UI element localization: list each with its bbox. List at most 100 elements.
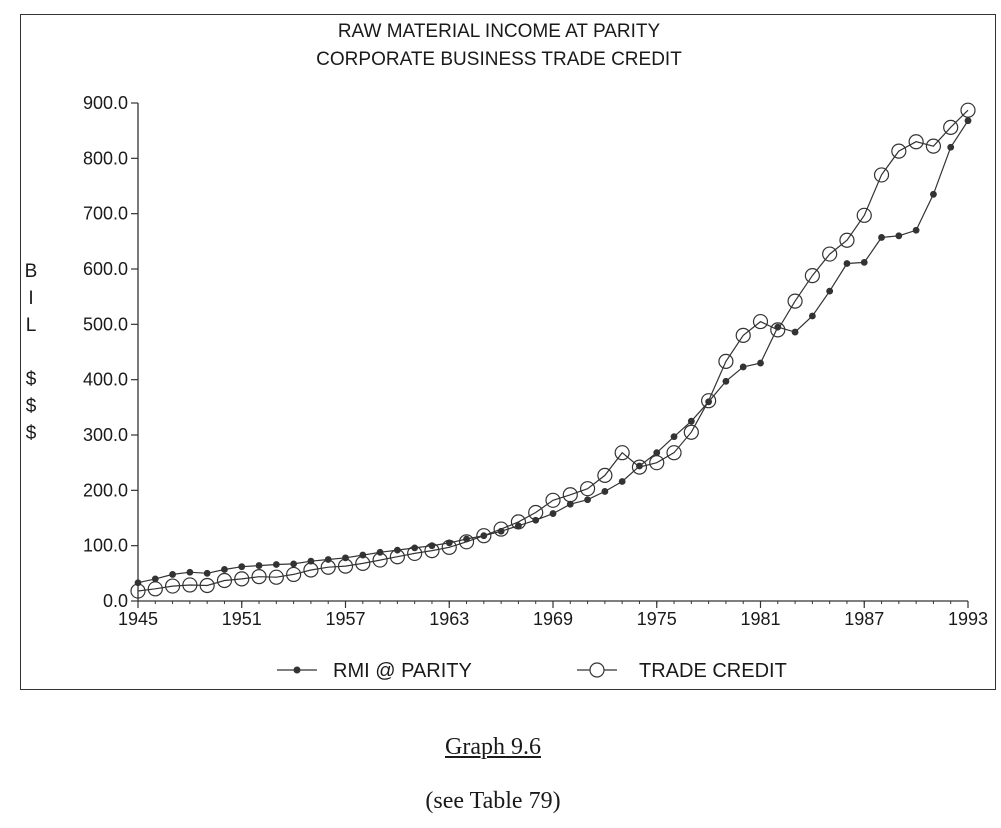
rmi-point [515, 522, 522, 530]
rmi-point [912, 226, 920, 234]
rmi-point [878, 234, 885, 241]
rmi-point [964, 117, 972, 125]
x-tick-label: 1963 [429, 609, 469, 629]
trade-credit-point [649, 455, 665, 471]
trade-credit-point [182, 577, 198, 593]
trade-credit-point [268, 569, 284, 585]
rmi-point [670, 433, 678, 441]
trade-credit-point [822, 246, 838, 262]
trade-credit-point [164, 578, 181, 594]
rmi-point [169, 571, 176, 578]
rmi-point [584, 496, 591, 504]
rmi-point [532, 516, 540, 524]
trade-credit-point [718, 353, 734, 370]
trade-credit-point [355, 555, 371, 571]
rmi-point [947, 143, 955, 151]
rmi-point [272, 561, 280, 568]
x-axis-ticks: 1945 1951 1957 1963 1969 1975 1981 1987 1993 [118, 601, 988, 629]
y-label-letter: $ [26, 423, 37, 444]
trade-credit-point [770, 322, 786, 338]
y-tick-label: 100.0 [83, 536, 128, 556]
trade-credit-point [147, 581, 163, 597]
rmi-point [342, 554, 349, 562]
legend-marker-rmi [293, 666, 301, 674]
rmi-point [860, 258, 868, 266]
x-tick-label: 1969 [533, 609, 573, 629]
trade-credit-point [130, 583, 146, 599]
rmi-point [549, 510, 557, 517]
trade-credit-point [528, 504, 544, 521]
legend-label-rmi: RMI @ PARITY [333, 660, 472, 682]
chart-title: RAW MATERIAL INCOME AT PARITY [338, 21, 661, 42]
rmi-point [808, 312, 816, 320]
legend: RMI @ PARITY TRADE CREDIT [277, 660, 787, 682]
rmi-point [221, 566, 228, 573]
rmi-point [826, 287, 834, 295]
trade-credit-point [424, 543, 440, 559]
trade-credit-point [493, 521, 509, 537]
chart-svg: RAW MATERIAL INCOME AT PARITY CORPORATE … [25, 21, 988, 682]
trade-credit-point [372, 552, 388, 568]
rmi-point [203, 569, 211, 577]
rmi-point [601, 488, 609, 495]
trade-credit-point [562, 487, 578, 503]
rmi-point [238, 563, 246, 571]
rmi-point [445, 539, 453, 547]
y-tick-label: 800.0 [83, 148, 128, 168]
trade-credit-point [286, 566, 302, 583]
trade-credit-point [873, 167, 890, 183]
rmi-point [376, 548, 384, 556]
trade-credit-point [891, 143, 907, 159]
trade-credit-point [908, 134, 924, 150]
x-tick-label: 1987 [844, 609, 884, 629]
trade-credit-point [337, 558, 354, 574]
trade-credit-point [407, 545, 423, 562]
figure-caption: Graph 9.6 [445, 734, 541, 760]
y-tick-label: 600.0 [83, 259, 128, 279]
trade-credit-point [234, 571, 250, 587]
trade-credit-point [925, 138, 942, 154]
y-axis-label: BIL $ $ $ [25, 261, 38, 444]
y-label-letter: $ [26, 396, 37, 417]
trade-credit-point [458, 534, 475, 550]
trade-credit-point [839, 232, 855, 248]
rmi-point [186, 568, 194, 576]
figure-subcaption: (see Table 79) [425, 788, 561, 814]
trade-credit-point [856, 207, 872, 223]
y-tick-label: 900.0 [83, 93, 128, 113]
trade-credit-point [804, 268, 820, 284]
trade-credit-point [303, 562, 319, 578]
rmi-point [722, 377, 730, 385]
rmi-point [134, 579, 142, 587]
trade-credit-point [960, 102, 976, 118]
trade-credit-point [752, 313, 769, 330]
chart-frame: RAW MATERIAL INCOME AT PARITY CORPORATE … [20, 14, 996, 690]
trade-credit-point [216, 572, 233, 589]
legend-label-trade-credit: TRADE CREDIT [639, 660, 787, 682]
series-line-1 [137, 109, 969, 592]
y-tick-label: 400.0 [83, 370, 128, 390]
trade-credit-point [476, 528, 492, 544]
y-tick-label: 0.0 [103, 591, 128, 611]
trade-credit-point [943, 119, 959, 135]
trade-credit-point [389, 549, 405, 565]
y-label-letter: B [25, 261, 38, 282]
x-tick-label: 1951 [222, 609, 262, 629]
trade-credit-point [597, 467, 613, 483]
trade-credit-point [441, 539, 457, 555]
trade-credit-point [631, 459, 648, 475]
rmi-point [618, 478, 626, 485]
series-layer [130, 102, 976, 599]
trade-credit-point [614, 445, 630, 461]
rmi-point [757, 359, 764, 367]
rmi-point [411, 544, 419, 552]
rmi-point [324, 556, 332, 563]
y-tick-label: 300.0 [83, 425, 128, 445]
trade-credit-point [735, 327, 751, 343]
x-tick-label: 1957 [325, 609, 365, 629]
trade-credit-point [787, 293, 803, 309]
y-axis-ticks: 0.0 100.0 200.0 300.0 400.0 500.0 600.0 700.0 80… [83, 93, 138, 611]
rmi-point [359, 551, 367, 559]
trade-credit-point [251, 569, 267, 585]
x-tick-label: 1945 [118, 609, 158, 629]
